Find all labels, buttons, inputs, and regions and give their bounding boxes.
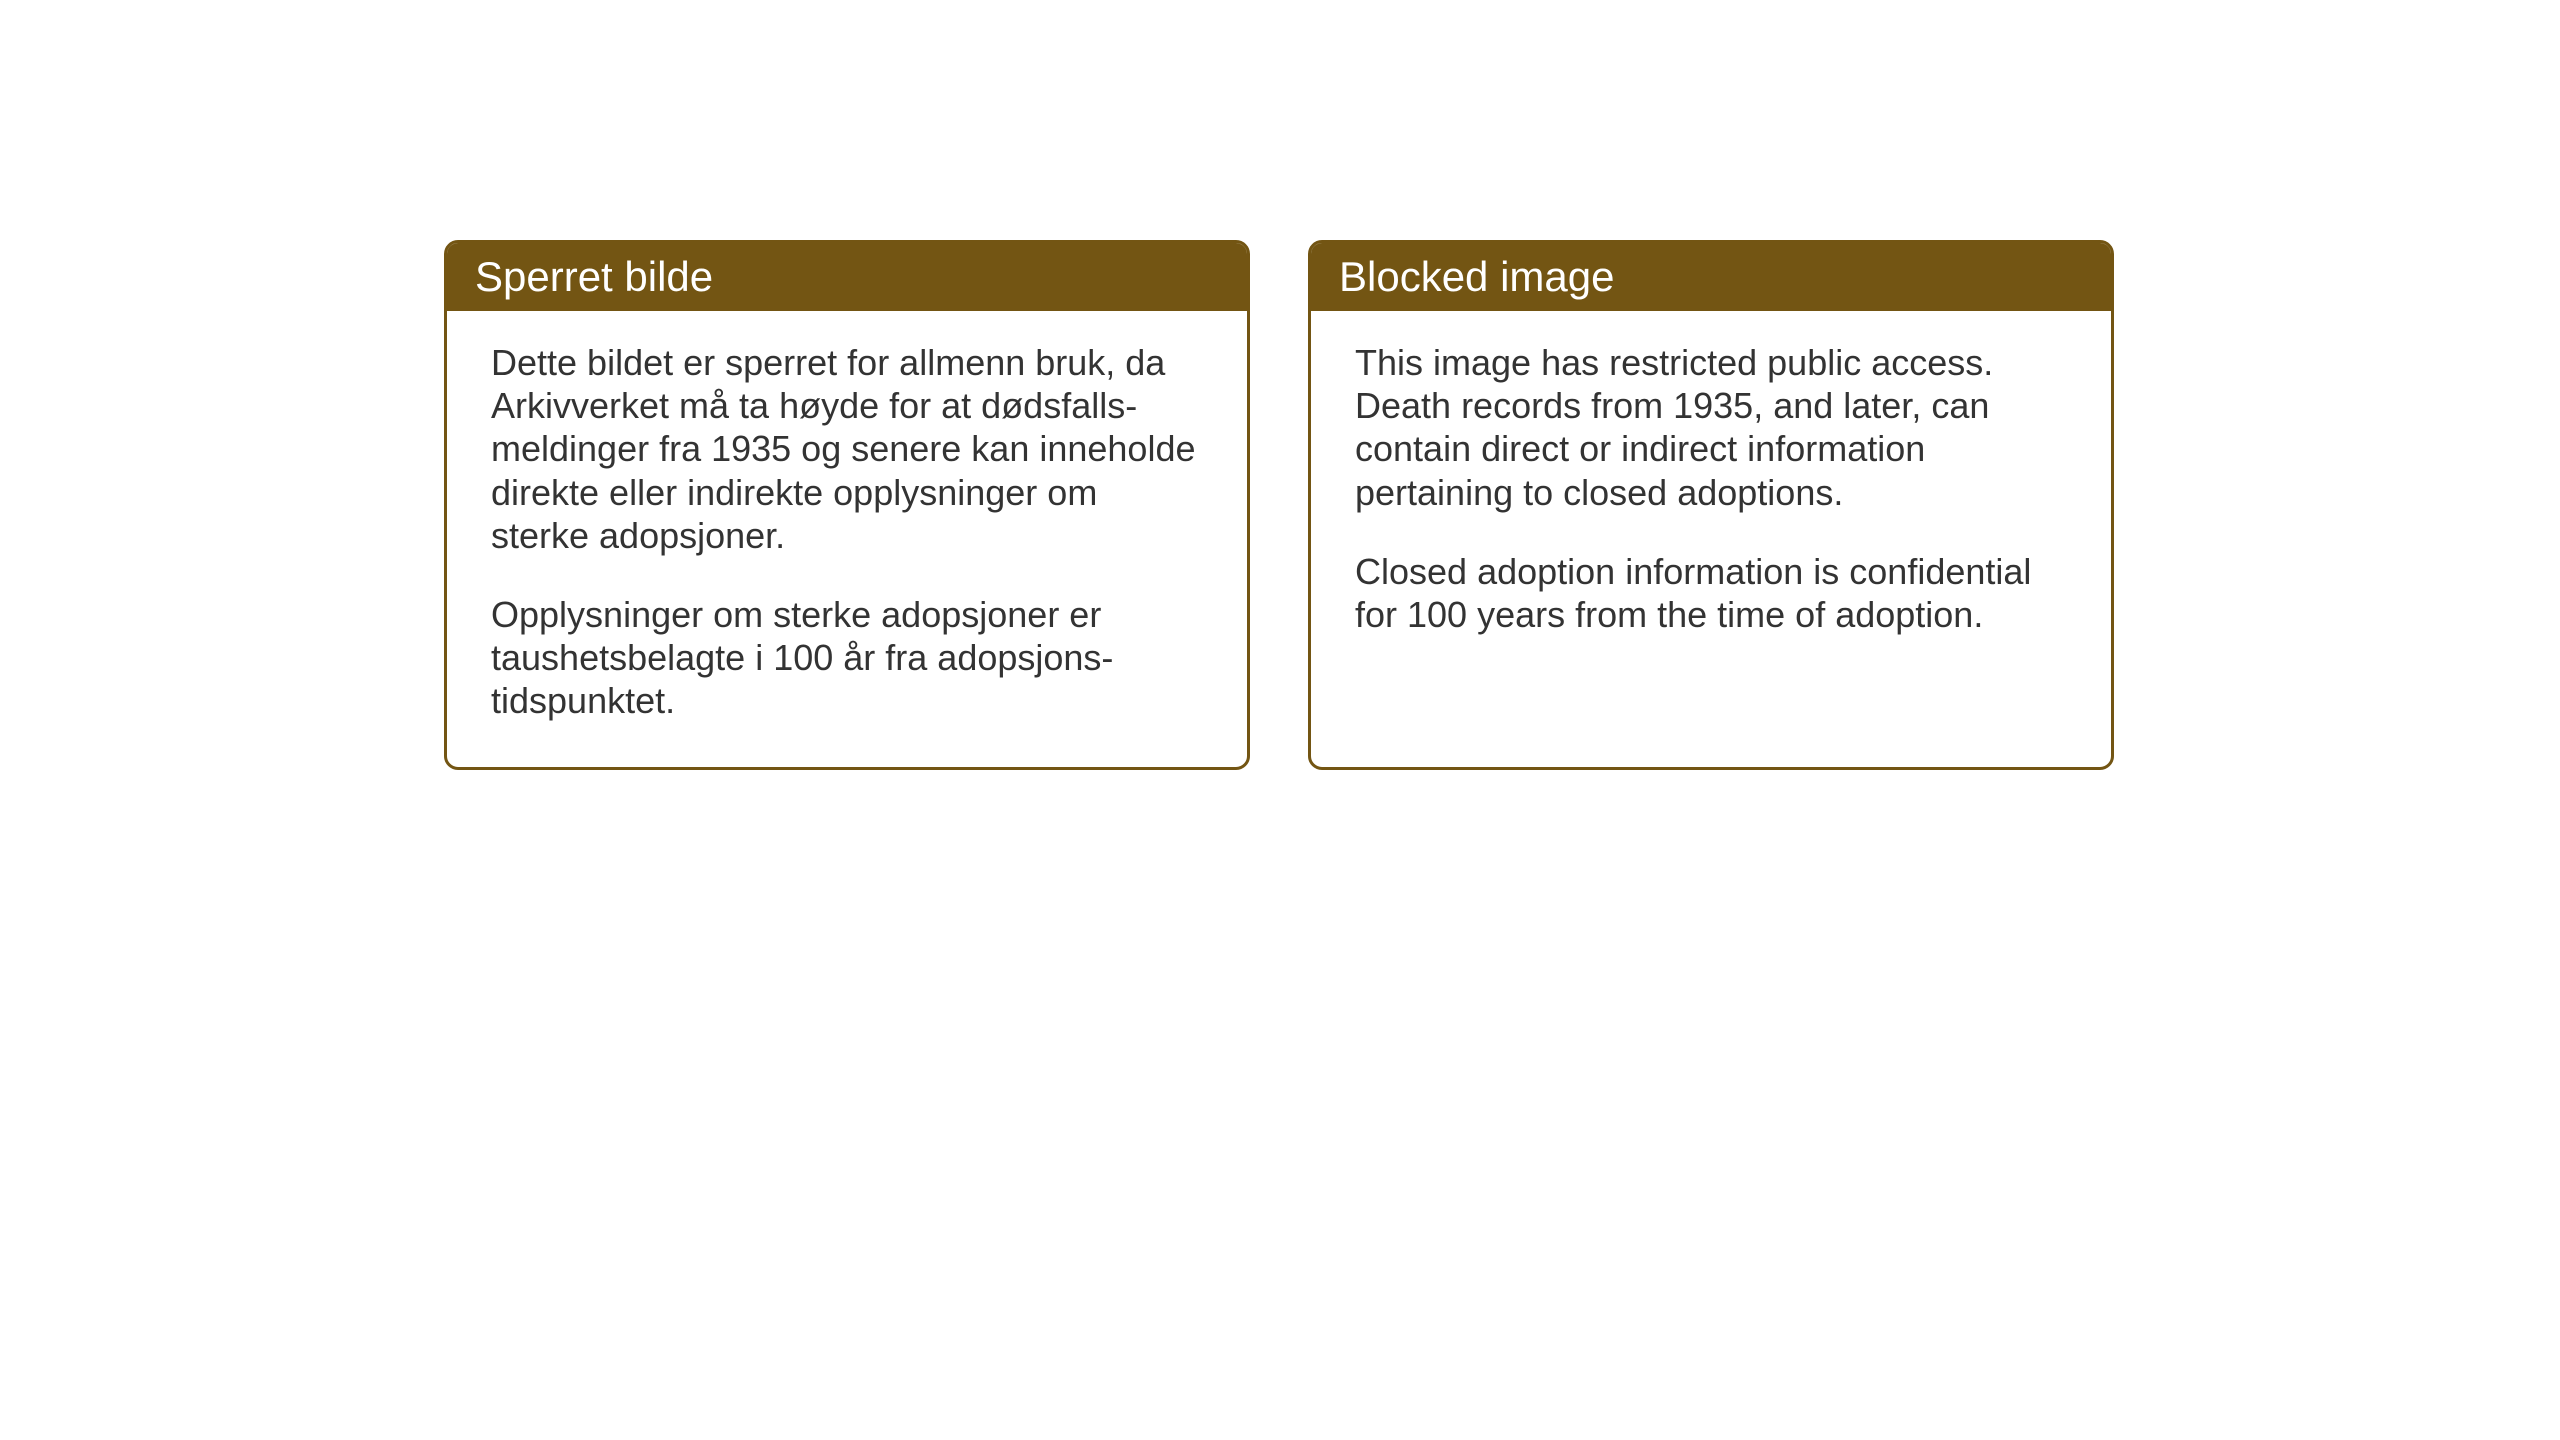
- card-paragraph: Closed adoption information is confident…: [1355, 550, 2067, 636]
- card-header: Blocked image: [1311, 243, 2111, 311]
- card-body: Dette bildet er sperret for allmenn bruk…: [447, 311, 1247, 767]
- card-title: Sperret bilde: [475, 253, 713, 300]
- card-paragraph: Opplysninger om sterke adopsjoner er tau…: [491, 593, 1203, 723]
- card-title: Blocked image: [1339, 253, 1614, 300]
- notice-container: Sperret bilde Dette bildet er sperret fo…: [444, 240, 2114, 770]
- notice-card-english: Blocked image This image has restricted …: [1308, 240, 2114, 770]
- notice-card-norwegian: Sperret bilde Dette bildet er sperret fo…: [444, 240, 1250, 770]
- card-body: This image has restricted public access.…: [1311, 311, 2111, 680]
- card-paragraph: This image has restricted public access.…: [1355, 341, 2067, 514]
- card-header: Sperret bilde: [447, 243, 1247, 311]
- card-paragraph: Dette bildet er sperret for allmenn bruk…: [491, 341, 1203, 557]
